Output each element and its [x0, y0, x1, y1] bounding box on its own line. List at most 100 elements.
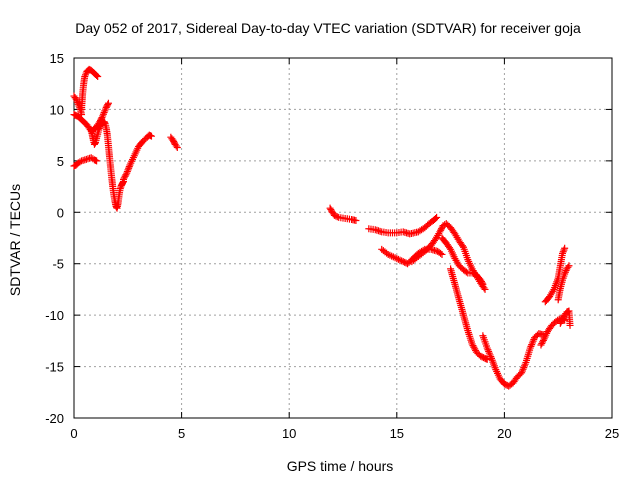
y-tick-label: -15: [45, 360, 64, 375]
data-point: [565, 262, 573, 270]
data-point: [172, 142, 180, 150]
data-point: [528, 339, 536, 347]
series-s1: [70, 154, 101, 170]
series-s17: [554, 262, 573, 304]
x-tick-label: 5: [178, 426, 185, 441]
data-point: [520, 364, 528, 372]
grid-lines: [74, 58, 612, 418]
data-point: [521, 360, 529, 368]
data-point: [479, 280, 487, 288]
data-point: [458, 242, 466, 250]
data-point: [119, 175, 127, 183]
y-tick-label: -5: [52, 257, 64, 272]
data-point: [566, 321, 574, 329]
data-point: [74, 99, 82, 107]
data-point: [559, 248, 567, 256]
plot-frame: [73, 57, 613, 419]
data-point: [486, 351, 494, 359]
data-point: [99, 112, 107, 120]
data-point: [72, 95, 80, 103]
data-point: [561, 268, 569, 276]
data-point: [104, 101, 112, 109]
data-point: [480, 284, 488, 292]
data-point: [437, 226, 445, 234]
data-point: [101, 107, 109, 115]
data-point: [469, 342, 477, 350]
y-tick-label: -10: [45, 308, 64, 323]
data-point: [470, 343, 478, 351]
y-tick-label: 10: [50, 102, 64, 117]
series-s8: [326, 204, 360, 225]
data-point: [519, 365, 527, 373]
data-point: [125, 163, 133, 171]
data-point: [436, 228, 444, 236]
data-point: [121, 172, 129, 180]
data-point: [483, 355, 491, 363]
x-tick-label: 10: [282, 426, 296, 441]
data-point: [124, 166, 132, 174]
data-point: [81, 71, 89, 79]
series-s9: [365, 213, 441, 238]
data-point: [398, 257, 406, 265]
y-tick-label: 0: [57, 205, 64, 220]
data-point: [76, 158, 84, 166]
data-point: [74, 100, 82, 108]
y-tick-labels: -20 -15 -10 -5 0 5 10 15: [45, 51, 64, 426]
series-s16: [541, 244, 569, 306]
data-point: [432, 214, 440, 222]
data-point: [394, 255, 402, 263]
data-point: [560, 246, 568, 254]
data-point: [102, 105, 110, 113]
data-point: [93, 71, 101, 79]
y-axis-label: SDTVAR / TECUs: [7, 184, 23, 296]
data-point: [462, 268, 470, 276]
series-s18: [556, 307, 574, 329]
data-point: [564, 263, 572, 271]
x-tick-label: 20: [497, 426, 511, 441]
series-s3: [78, 65, 102, 113]
data-point: [122, 171, 130, 179]
data-point: [384, 250, 392, 258]
data-point: [561, 244, 569, 252]
data-point: [528, 341, 536, 349]
data-point: [437, 225, 445, 233]
x-tick-label: 25: [605, 426, 619, 441]
series-s5: [87, 118, 127, 212]
data-point: [120, 174, 128, 182]
data-point: [100, 109, 108, 117]
data-point: [561, 270, 569, 278]
data-point: [125, 164, 133, 172]
y-tick-label: -20: [45, 411, 64, 426]
data-point: [352, 217, 360, 225]
y-tick-label: 5: [57, 154, 64, 169]
data-point: [481, 285, 489, 293]
x-tick-labels: 0 5 10 15 20 25: [70, 426, 619, 441]
data-point: [471, 345, 479, 353]
data-point: [529, 337, 537, 345]
data-point: [559, 249, 567, 257]
data-point: [93, 157, 101, 165]
data-point: [539, 338, 547, 346]
data-point: [104, 99, 112, 107]
data-point: [526, 344, 534, 352]
x-tick-label: 0: [70, 426, 77, 441]
data-point: [518, 367, 526, 375]
data-point: [537, 341, 545, 349]
data-point: [81, 73, 89, 81]
data-point: [539, 336, 547, 344]
data-point: [538, 339, 546, 347]
chart-title: Day 052 of 2017, Sidereal Day-to-day VTE…: [75, 20, 581, 36]
data-point: [438, 250, 446, 258]
data-point: [391, 254, 399, 262]
data-point: [73, 97, 81, 105]
data-point: [433, 213, 441, 221]
series-s6: [119, 131, 155, 183]
data-point: [518, 369, 526, 377]
data-point: [94, 73, 102, 81]
data-point: [123, 168, 131, 176]
y-tick-label: 15: [50, 51, 64, 66]
data-point: [386, 251, 394, 259]
data-point: [485, 347, 493, 355]
